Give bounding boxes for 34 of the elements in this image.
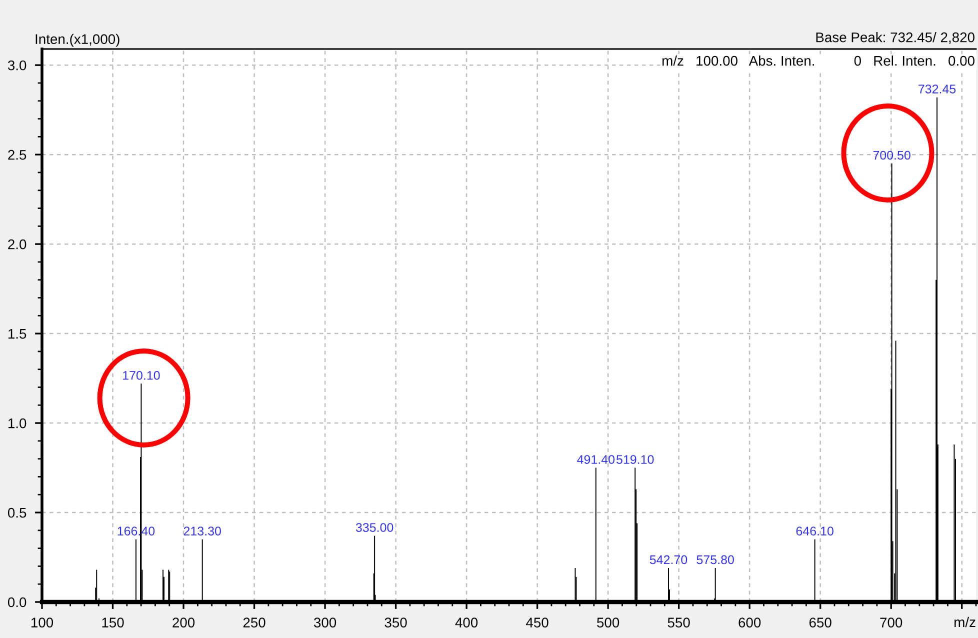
x-tick-label: 500 xyxy=(597,618,620,628)
x-tick-label: 700 xyxy=(880,618,902,628)
y-axis-title: Inten.(x1,000) xyxy=(36,34,120,47)
annotation: 213.30 xyxy=(184,526,221,536)
x-tick-label: 150 xyxy=(102,618,124,628)
y-tick-label: 0.5 xyxy=(8,508,26,518)
annotation: 732.45 xyxy=(918,84,956,94)
x-tick-label: 350 xyxy=(384,618,407,628)
text: Base Peak: 732.45/ 2,820 xyxy=(816,32,974,44)
y-tick-label: 1.0 xyxy=(8,418,26,428)
annotation: 700.50 xyxy=(873,150,910,160)
annotation: 170.10 xyxy=(123,370,160,380)
annotation: 491.40 xyxy=(577,455,615,464)
annotation: 575.80 xyxy=(696,555,734,564)
x-tick-label: 400 xyxy=(455,618,478,628)
annotation: 519.10 xyxy=(616,455,654,464)
x-tick-label: 650 xyxy=(809,618,832,628)
annotation: 646.10 xyxy=(796,526,834,536)
y-tick-label: 3.0 xyxy=(8,60,26,70)
y-tick-label: 0.0 xyxy=(8,597,26,608)
y-tick-label: 1.5 xyxy=(8,329,26,339)
x-tick-label: 100 xyxy=(31,618,54,628)
x-tick-label: 600 xyxy=(738,618,761,628)
annotation: 335.00 xyxy=(356,523,394,532)
x-tick-label: 550 xyxy=(668,618,690,628)
y-tick-label: 2.0 xyxy=(8,239,26,250)
x-tick-label: 200 xyxy=(172,618,195,628)
x-tick-label: 250 xyxy=(243,618,266,628)
annotation: 542.70 xyxy=(650,555,688,564)
y-tick-label: 2.5 xyxy=(8,150,26,160)
x-axis-title: m/z xyxy=(954,616,976,628)
annotation: m/z 100.00 Abs. Inten. 0 Rel. Inten. 0.00 xyxy=(662,56,974,66)
x-tick-label: 450 xyxy=(526,618,548,628)
x-tick-label: 300 xyxy=(314,618,336,628)
